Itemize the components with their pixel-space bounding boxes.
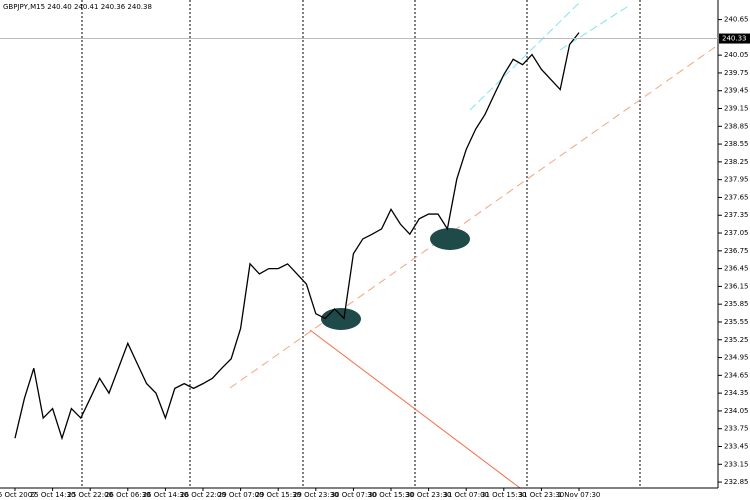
y-tick-label: 234.95 [724, 354, 749, 362]
current-price-label: 240.33 [722, 35, 747, 43]
y-tick-label: 236.75 [724, 247, 749, 255]
y-tick-label: 240.05 [724, 51, 749, 59]
highlight-ellipse [430, 228, 470, 250]
y-tick-label: 234.35 [724, 389, 749, 397]
chart-title: GBPJPY,M15 240.40 240.41 240.36 240.38 [3, 3, 152, 11]
x-tick-label: 31 Oct 23:30 [519, 491, 565, 499]
x-tick-label: 30 Oct 23:30 [406, 491, 452, 499]
day-separators [81, 0, 641, 488]
y-tick-label: 237.95 [724, 176, 749, 184]
x-tick-label: 29 Oct 07:00 [218, 491, 264, 499]
highlight-ellipse [321, 308, 361, 330]
channel-line [469, 1, 581, 111]
y-tick-label: 237.05 [724, 229, 749, 237]
x-tick-label: 31 Oct 15:30 [481, 491, 527, 499]
y-tick-label: 237.65 [724, 193, 749, 201]
y-tick-label: 235.85 [724, 300, 749, 308]
y-tick-label: 235.25 [724, 336, 749, 344]
y-tick-label: 236.15 [724, 282, 749, 290]
y-tick-label: 234.05 [724, 407, 749, 415]
y-tick-label: 239.15 [724, 105, 749, 113]
y-tick-label: 232.85 [724, 478, 749, 486]
price-line [14, 32, 580, 441]
x-tick-label: 29 Oct 15:30 [255, 491, 301, 499]
x-tick-label: 1 Nov 07:30 [558, 491, 601, 499]
y-tick-label: 233.15 [724, 460, 749, 468]
y-tick-label: 235.55 [724, 318, 749, 326]
y-tick-label: 234.65 [724, 371, 749, 379]
x-tick-label: 25 Oct 2007 [0, 491, 37, 499]
x-tick-label: 26 Oct 14:30 [143, 491, 189, 499]
x-tick-label: 30 Oct 07:30 [331, 491, 377, 499]
x-tick-label: 30 Oct 15:30 [368, 491, 414, 499]
x-tick-label: 31 Oct 07:00 [443, 491, 489, 499]
y-tick-label: 238.55 [724, 140, 749, 148]
trend-line [309, 329, 521, 489]
x-tick-label: 26 Oct 22:00 [180, 491, 226, 499]
y-tick-label: 237.35 [724, 211, 749, 219]
current-price-box [719, 33, 750, 44]
x-tick-label: 25 Oct 22:00 [67, 491, 113, 499]
y-tick-label: 239.75 [724, 69, 749, 77]
x-tick-label: 29 Oct 23:30 [293, 491, 339, 499]
y-tick-label: 233.45 [724, 442, 749, 450]
x-tick-label: 25 Oct 14:30 [30, 491, 76, 499]
y-tick-label: 239.45 [724, 87, 749, 95]
y-tick-label: 238.25 [724, 158, 749, 166]
y-tick-label: 233.75 [724, 425, 749, 433]
y-tick-label: 238.85 [724, 122, 749, 130]
trend-line [229, 44, 719, 389]
y-tick-label: 236.45 [724, 265, 749, 273]
plot [14, 32, 580, 441]
x-tick-label: 26 Oct 06:30 [105, 491, 151, 499]
y-tick-label: 240.65 [724, 16, 749, 24]
